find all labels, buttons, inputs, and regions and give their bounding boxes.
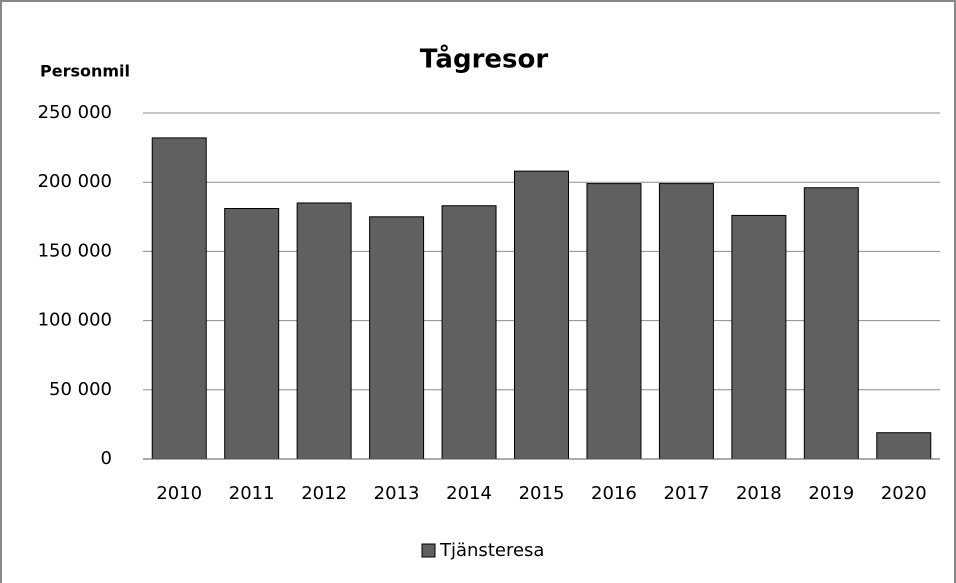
y-tick-label: 50 000 [49,379,112,400]
y-tick-label: 200 000 [38,171,112,192]
bar [876,432,932,460]
bar [296,202,352,460]
bar [731,214,787,460]
legend-swatch [421,543,436,558]
y-tick-label: 150 000 [38,240,112,261]
legend-label: Tjänsteresa [439,540,544,561]
bar [369,216,425,460]
bar [441,205,497,460]
x-tick-label: 2015 [519,483,565,504]
x-tick-label: 2013 [374,483,420,504]
x-tick-label: 2020 [881,483,927,504]
bar [514,170,569,460]
bar [803,187,859,460]
x-tick-label: 2019 [808,483,854,504]
x-tick-label: 2010 [156,483,202,504]
chart-title: Tågresor [420,43,549,75]
x-tick-label: 2011 [229,483,275,504]
x-tick-label: 2016 [591,483,637,504]
x-tick-label: 2012 [301,483,347,504]
y-tick-label: 250 000 [38,102,112,123]
x-tick-label: 2018 [736,483,782,504]
x-tick-label: 2014 [446,483,492,504]
y-tick-label: 100 000 [38,310,112,331]
bar [586,183,642,460]
y-tick-label: 0 [101,448,112,469]
bar [658,183,714,460]
bar [224,207,280,460]
x-tick-label: 2017 [664,483,710,504]
y-axis-label: Personmil [40,62,130,81]
bar [151,137,207,460]
